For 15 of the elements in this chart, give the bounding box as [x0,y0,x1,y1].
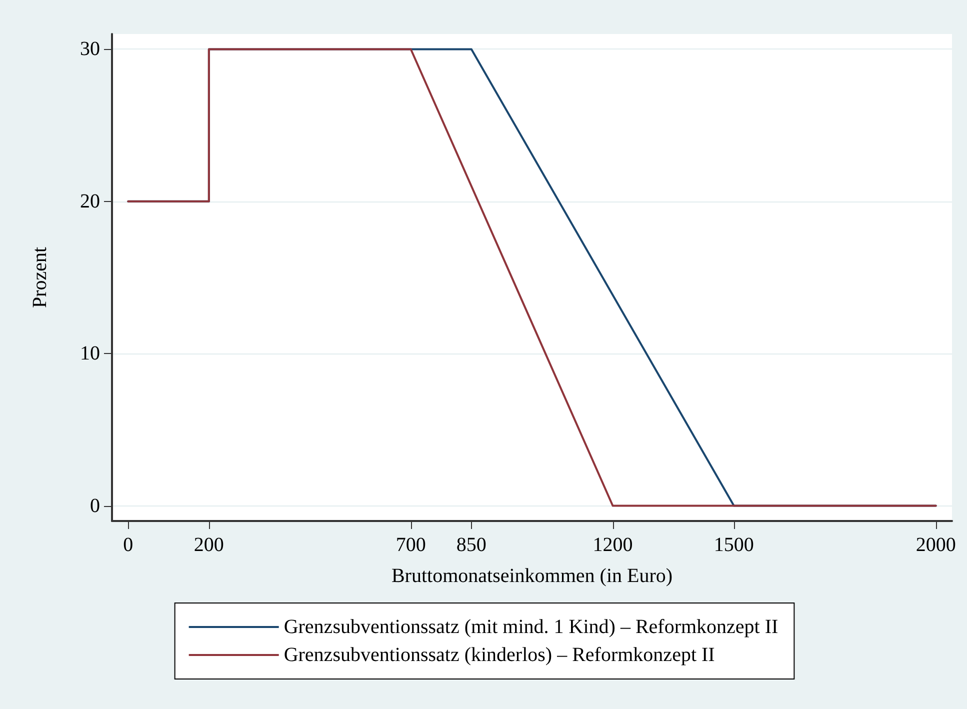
legend-label: Grenzsubventionssatz (mit mind. 1 Kind) – Reformkonzept II [284,616,778,638]
legend-label: Grenzsubventionssatz (kinderlos) – Reformkonzept II [284,644,715,666]
x-tick-label: 2000 [916,534,956,556]
y-tick-label: 30 [80,38,100,60]
y-axis-title: Prozent [29,246,51,308]
y-tick-label: 0 [90,494,100,517]
y-tick-label: 20 [80,190,100,212]
x-tick-label: 1200 [592,534,633,556]
x-tick-label: 700 [396,534,426,556]
x-tick-label: 850 [456,534,486,556]
x-tick-label: 200 [194,534,224,556]
x-tick-label: 1500 [714,534,754,556]
y-tick-label: 10 [80,342,100,365]
x-axis-title: Bruttomonatseinkommen (in Euro) [391,565,673,587]
x-tick-label: 0 [123,534,134,556]
